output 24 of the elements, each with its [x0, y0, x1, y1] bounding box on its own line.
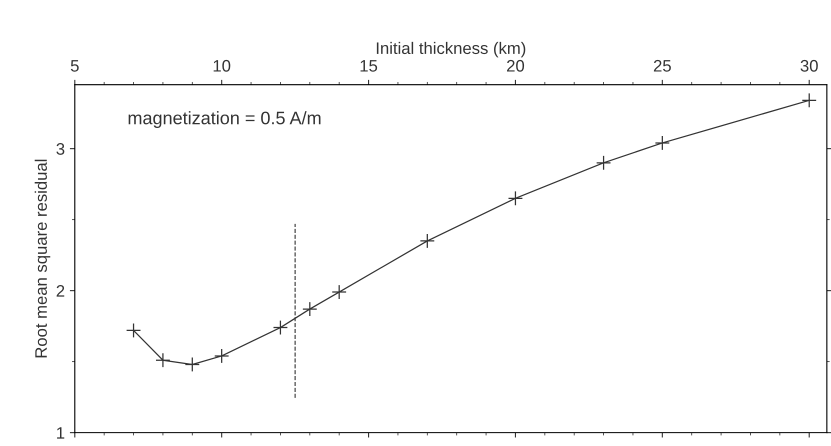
point — [420, 233, 435, 248]
x-tick-label: 5 — [70, 60, 79, 72]
point — [184, 356, 200, 372]
x-tick-label: 25 — [654, 60, 671, 72]
point — [596, 155, 612, 170]
point — [155, 352, 170, 368]
y-tick-label: 3 — [56, 143, 64, 155]
y-tick-label: 1 — [57, 427, 64, 439]
y-tick-label: 2 — [56, 285, 64, 297]
x-axis-title: Initial thickness (km) — [376, 42, 526, 58]
point — [272, 320, 288, 336]
x-tick-label: 10 — [214, 60, 230, 72]
point — [126, 322, 142, 338]
point — [654, 135, 670, 151]
x-tick-label: 15 — [360, 60, 378, 72]
point — [332, 284, 347, 300]
point — [302, 302, 318, 317]
point — [508, 190, 524, 206]
point — [802, 92, 817, 108]
point — [214, 348, 230, 364]
annotation: magnetization = 0.5 A/m — [128, 111, 320, 128]
x-tick-label: 30 — [800, 60, 818, 72]
y-axis-title: Root mean square residual — [34, 160, 50, 358]
x-tick-label: 20 — [507, 60, 524, 72]
